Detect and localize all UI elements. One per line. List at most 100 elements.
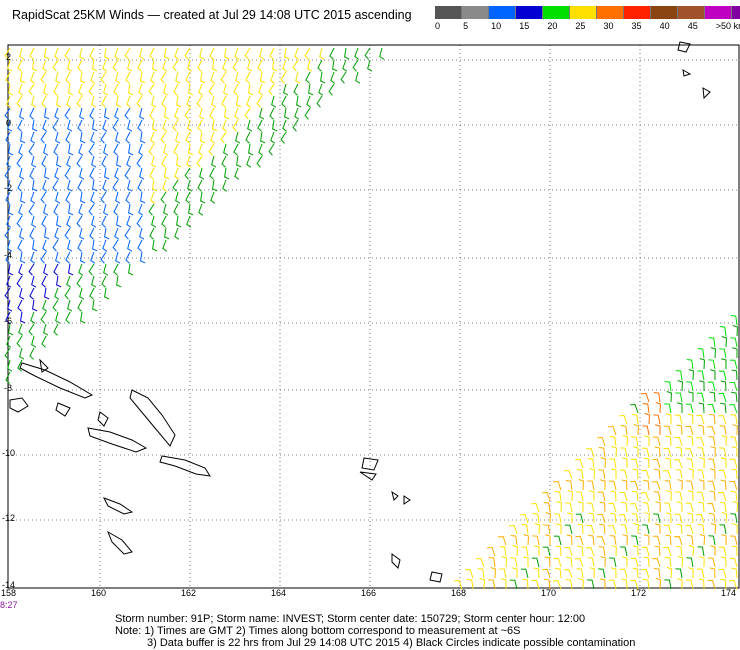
wind-barb (600, 479, 606, 490)
wind-barb (542, 568, 551, 579)
wind-barb (364, 47, 371, 60)
wind-barb (125, 251, 131, 264)
wind-barb (574, 558, 584, 568)
wind-barb (732, 523, 738, 535)
wind-barb (160, 71, 167, 84)
wind-barb (642, 578, 650, 590)
wind-barb (731, 545, 738, 557)
wind-barb (199, 167, 205, 180)
wind-barb (653, 491, 661, 502)
lon-label: 172 (631, 588, 647, 598)
wind-barb (553, 480, 562, 491)
wind-barb (664, 480, 672, 491)
wind-barb (234, 47, 240, 60)
wind-barb (89, 107, 95, 120)
wind-barb (163, 83, 169, 96)
wind-barb (76, 95, 83, 108)
wind-barb (40, 251, 47, 264)
wind-barb (521, 523, 529, 535)
wind-barb (609, 535, 617, 546)
wind-barb (293, 83, 299, 96)
wind-barb (66, 275, 72, 288)
wind-barb (162, 179, 168, 192)
wind-barb (652, 458, 661, 469)
wind-barb (556, 500, 562, 513)
wind-barb (354, 47, 360, 60)
wind-barb (7, 239, 13, 252)
wind-barb (619, 491, 628, 502)
wind-barb (161, 95, 167, 108)
wind-barb (566, 534, 573, 546)
wind-barb (40, 131, 47, 144)
lat-label: 0 (6, 118, 12, 128)
wind-barb (28, 143, 35, 156)
wind-barb (148, 83, 155, 96)
wind-barb (208, 83, 215, 96)
wind-barb (578, 578, 584, 590)
wind-barb (40, 191, 47, 204)
wind-barb (92, 299, 98, 312)
wind-barb (641, 568, 650, 579)
wind-barb (56, 95, 62, 108)
wind-barb (675, 545, 683, 557)
wind-barb (284, 47, 290, 60)
wind-barb (554, 490, 562, 502)
color-swatch (462, 6, 489, 19)
wind-barb (52, 239, 59, 252)
wind-barb (629, 503, 639, 513)
wind-barb (578, 501, 584, 512)
wind-barb (41, 155, 47, 168)
wind-barb (552, 580, 562, 590)
wind-barb (200, 191, 206, 204)
wind-barb (699, 556, 705, 568)
wind-barb (308, 83, 314, 96)
wind-barb (6, 215, 12, 228)
wind-barb (586, 524, 595, 535)
note-line-1: Note: 1) Times are GMT 2) Times along bo… (115, 625, 521, 637)
wind-barb (6, 275, 12, 288)
wind-barb (618, 514, 628, 524)
wind-barb (127, 59, 133, 72)
wind-barb (622, 457, 628, 468)
wind-barb (8, 203, 14, 216)
wind-barb (730, 314, 738, 326)
note-line-2: 3) Data buffer is 22 hrs from Jul 29 14:… (147, 637, 636, 649)
wind-barb (488, 556, 496, 568)
wind-barb (5, 191, 11, 204)
color-scale-label: >50 knots (715, 21, 740, 31)
wind-barb (116, 95, 122, 108)
wind-barb (53, 203, 59, 216)
wind-barb (677, 578, 683, 590)
wind-barb (688, 368, 694, 381)
wind-barb (28, 203, 35, 216)
wind-barb (92, 239, 98, 252)
wind-barb (32, 119, 38, 132)
wind-barb (721, 435, 727, 447)
wind-barb (284, 107, 290, 120)
wind-barb (731, 391, 738, 403)
wind-barb (247, 59, 253, 72)
wind-barb (576, 468, 584, 480)
wind-barb (115, 251, 121, 264)
wind-barb (501, 555, 507, 568)
wind-barb (88, 203, 95, 216)
wind-barb (101, 155, 107, 168)
wind-barb (220, 71, 227, 84)
lon-label: 170 (541, 588, 557, 598)
wind-barb (44, 47, 50, 60)
wind-barb (696, 392, 705, 403)
wind-barb (664, 502, 672, 513)
color-scale-label: 20 (547, 21, 558, 31)
lat-label: -10 (2, 448, 16, 458)
wind-barb (56, 155, 62, 168)
wind-barb (533, 567, 540, 579)
wind-barb (246, 95, 252, 108)
wind-barb (17, 299, 23, 312)
wind-barb (196, 155, 203, 168)
wind-barb (686, 381, 694, 392)
wind-barb (184, 107, 191, 120)
wind-barb (174, 227, 180, 240)
wind-barb (6, 155, 12, 168)
wind-barb (187, 119, 193, 132)
